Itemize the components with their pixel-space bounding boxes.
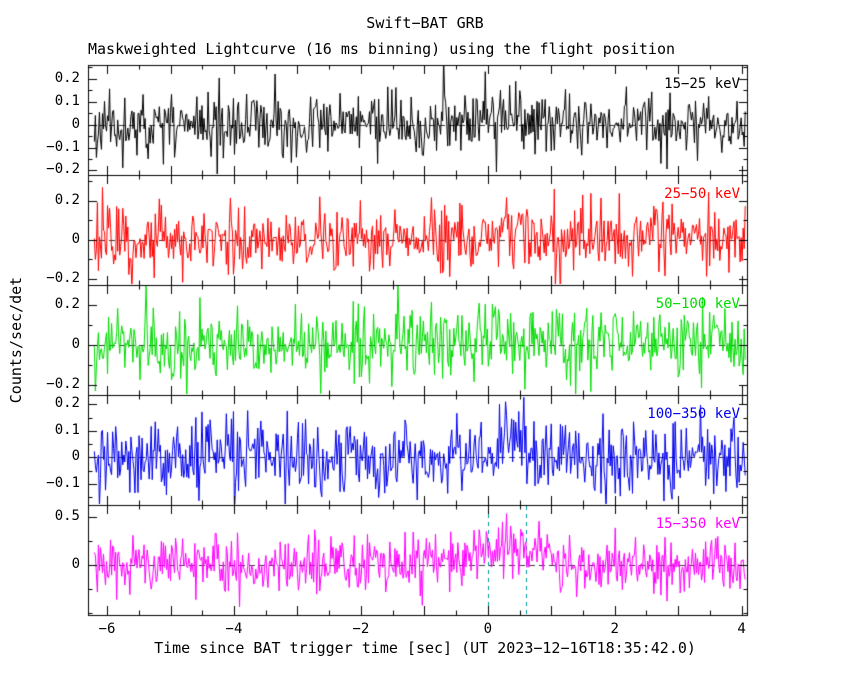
panel-energy-label: 50−100 keV	[655, 296, 740, 312]
chart-title: Swift−BAT GRB	[366, 14, 484, 32]
x-tick-label: 4	[737, 621, 746, 637]
y-tick-label: 0	[71, 556, 80, 573]
x-axis-label: Time since BAT trigger time [sec] (UT 20…	[154, 639, 696, 657]
y-tick-label: 0.2	[54, 296, 80, 312]
y-tick-label: −0.2	[46, 376, 80, 392]
x-tick-label: −4	[225, 621, 243, 637]
x-tick-label: 2	[610, 621, 619, 637]
y-tick-label: −0.1	[46, 474, 80, 491]
x-tick-label: 0	[483, 621, 493, 637]
x-tick-label: −6	[98, 621, 116, 637]
y-tick-label: −0.2	[46, 161, 80, 178]
y-tick-label: 0	[71, 115, 80, 132]
panel-energy-label: 25−50 keV	[664, 186, 740, 202]
y-tick-label: −0.2	[46, 270, 80, 287]
chart-subtitle: Maskweighted Lightcurve (16 ms binning) …	[88, 40, 675, 58]
panel-energy-label: 15−350 keV	[655, 516, 740, 532]
panel-energy-label: 15−25 keV	[664, 76, 740, 92]
y-tick-label: 0	[71, 230, 80, 247]
panel-energy-label: 100−350 keV	[647, 406, 740, 422]
y-tick-label: 0.2	[54, 395, 80, 412]
y-tick-label: 0.1	[54, 92, 80, 109]
y-tick-label: 0.2	[54, 191, 80, 208]
y-tick-label: 0.2	[54, 69, 80, 86]
y-axis-label: Counts/sec/det	[7, 276, 25, 404]
y-tick-label: 0.1	[54, 421, 80, 438]
x-tick-label: −2	[352, 621, 370, 637]
y-tick-label: 0.5	[54, 508, 80, 525]
y-tick-label: 0	[71, 336, 80, 352]
y-tick-label: 0	[71, 448, 80, 465]
y-tick-label: −0.1	[46, 138, 80, 155]
